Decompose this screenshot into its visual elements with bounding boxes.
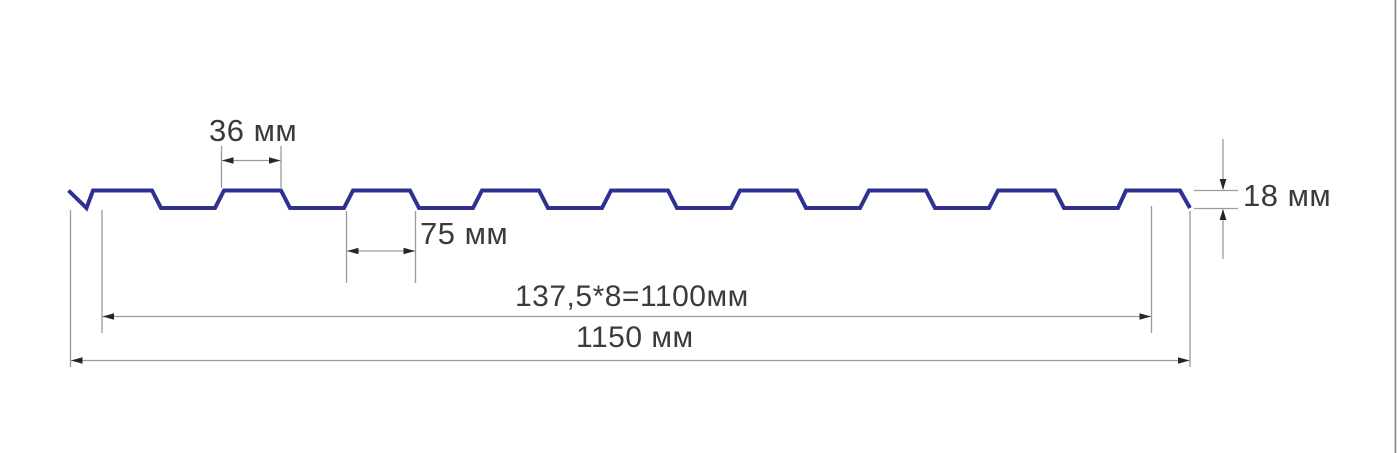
dimension-75mm xyxy=(345,211,417,283)
dimension-18mm xyxy=(1194,139,1238,259)
dim-label-profile-height: 18 мм xyxy=(1243,178,1332,213)
dim-label-rib-width: 75 мм xyxy=(420,216,509,251)
arrow-up-icon xyxy=(1219,209,1227,220)
arrow-right-icon xyxy=(269,157,281,164)
arrow-right-icon xyxy=(1139,313,1151,320)
dimension-1100mm xyxy=(101,206,1153,333)
arrow-right-icon xyxy=(403,247,415,255)
dim-label-overall-width: 1150 мм xyxy=(576,321,694,354)
sheet-profile-line xyxy=(67,188,1192,212)
dim-label-module-total: 137,5*8=1100мм xyxy=(515,280,749,313)
arrow-right-icon xyxy=(1178,357,1190,364)
dim-label-crest-width: 36 мм xyxy=(209,113,298,148)
arrow-left-icon xyxy=(71,357,83,364)
dimension-36mm xyxy=(220,146,282,188)
arrow-left-icon xyxy=(102,313,114,320)
dimension-1150mm xyxy=(69,210,1191,367)
arrow-down-icon xyxy=(1219,179,1227,190)
arrow-left-icon xyxy=(222,157,234,164)
arrow-left-icon xyxy=(347,247,359,255)
